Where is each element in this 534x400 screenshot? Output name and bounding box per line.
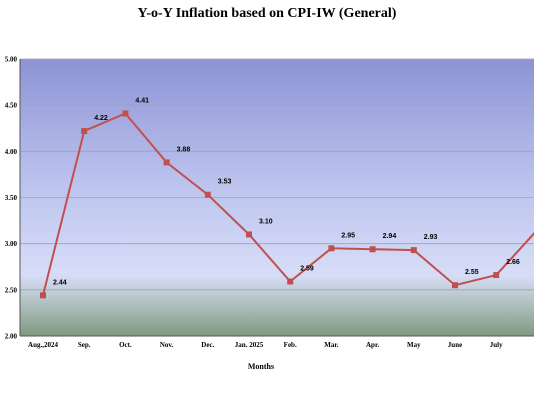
data-label: 2.55 — [465, 269, 479, 276]
y-tick-label: 2.00 — [5, 333, 18, 341]
data-point — [246, 231, 252, 238]
x-tick-label: Dec. — [201, 341, 214, 349]
y-tick-label: 2.50 — [5, 286, 18, 294]
data-point — [369, 246, 376, 253]
data-point — [410, 247, 417, 254]
x-axis-label: Months — [248, 362, 274, 371]
data-label: 4.22 — [94, 115, 108, 122]
data-label: 3.88 — [177, 146, 191, 153]
x-tick-label: Jan. 2025 — [235, 341, 264, 349]
y-tick-label: 4.00 — [5, 148, 18, 156]
data-point — [40, 292, 46, 299]
x-tick-label: May — [407, 341, 421, 349]
x-tick-label: June — [448, 341, 462, 349]
data-label: 3.10 — [259, 218, 273, 225]
x-tick-label: July — [490, 341, 503, 349]
x-tick-label: Aug.,2024 — [28, 341, 58, 349]
data-label: 2.93 — [424, 234, 438, 241]
data-label: 3.53 — [218, 179, 232, 186]
x-tick-label: Oct. — [119, 341, 132, 349]
data-label: 2.94 — [383, 233, 397, 240]
y-tick-label: 5.00 — [5, 56, 18, 64]
chart-title: Y-o-Y Inflation based on CPI-IW (General… — [137, 6, 397, 21]
data-point — [163, 159, 170, 166]
data-point — [81, 128, 88, 135]
data-point — [287, 278, 294, 285]
data-label: 2.95 — [341, 232, 355, 239]
data-point — [328, 245, 335, 252]
y-tick-label: 3.50 — [5, 194, 18, 202]
data-label: 2.66 — [506, 259, 520, 266]
data-point — [204, 191, 211, 198]
x-tick-label: Sep. — [78, 341, 91, 349]
x-tick-label: Feb. — [284, 341, 297, 349]
x-tick-label: Mar. — [324, 341, 339, 349]
data-point — [493, 272, 500, 279]
data-label: 2.44 — [53, 279, 67, 286]
y-tick-label: 4.50 — [5, 102, 18, 110]
x-tick-label: Nov. — [160, 341, 174, 349]
data-label: 2.59 — [300, 266, 314, 273]
y-tick-label: 3.00 — [5, 240, 18, 248]
data-point — [452, 282, 458, 289]
x-tick-label: Apr. — [366, 341, 379, 349]
data-point — [122, 110, 129, 117]
data-label: 4.41 — [135, 97, 149, 104]
